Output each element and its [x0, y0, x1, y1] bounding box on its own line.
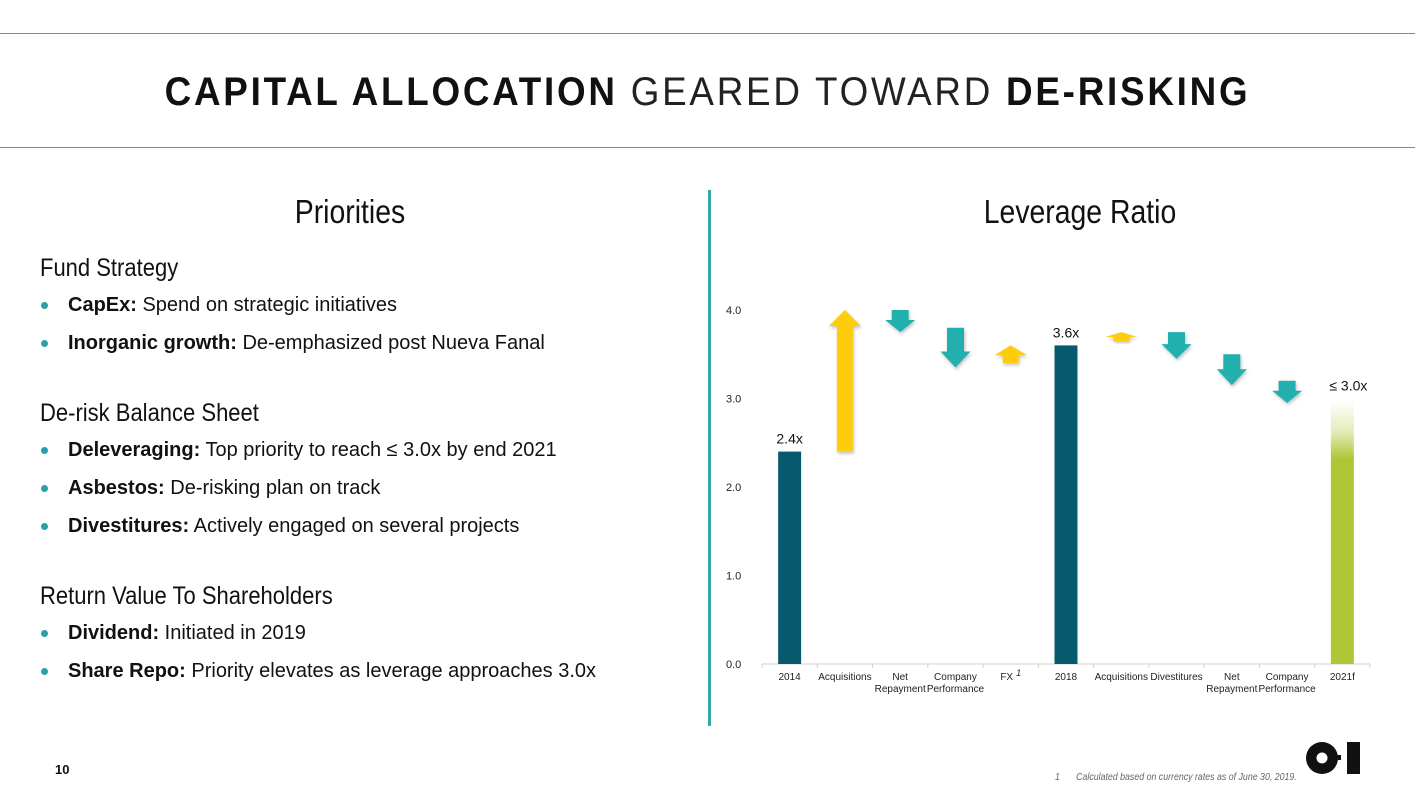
section-return-value: Return Value To Shareholders Dividend: I… [40, 578, 690, 690]
x-category-label: Net [1224, 672, 1240, 683]
list-item: Inorganic growth: De-emphasized post Nue… [40, 324, 690, 362]
decrease-arrow [885, 310, 916, 333]
decrease-arrow [1161, 332, 1192, 359]
section-de-risk-balance-sheet: De-risk Balance Sheet Deleveraging: Top … [40, 395, 690, 545]
priorities-panel: Fund Strategy CapEx: Spend on strategic … [40, 250, 690, 690]
list-item: Divestitures: Actively engaged on severa… [40, 507, 690, 545]
o-i-logo [1306, 742, 1360, 774]
item-label: Inorganic growth: [68, 332, 237, 354]
section-fund-strategy: Fund Strategy CapEx: Spend on strategic … [40, 250, 690, 362]
item-text: Priority elevates as leverage approaches… [185, 660, 597, 682]
bar-value-label: 3.6x [1053, 324, 1079, 340]
x-category-label: 2018 [1055, 672, 1078, 683]
bullet-icon [41, 630, 48, 637]
y-tick-label: 1.0 [726, 571, 741, 583]
item-label: CapEx: [68, 294, 137, 316]
list-item: CapEx: Spend on strategic initiatives [40, 286, 690, 324]
increase-arrow [1105, 332, 1138, 341]
bar-value-label: 2.4x [776, 431, 802, 447]
list-item: Dividend: Initiated in 2019 [40, 614, 690, 652]
footnote-number: 1 [1055, 772, 1060, 783]
bullet-icon [41, 485, 48, 492]
total-bar [1054, 345, 1078, 664]
bullet-icon [41, 447, 48, 454]
x-category-label: Repayment [875, 684, 926, 695]
increase-arrow [828, 310, 861, 452]
list-item: Share Repo: Priority elevates as leverag… [40, 652, 690, 690]
decrease-arrow [940, 327, 971, 368]
title-part-3: DE-RISKING [1006, 70, 1251, 114]
x-category-label: Performance [927, 684, 985, 695]
priorities-title: Priorities [294, 193, 406, 230]
header-top-rule [0, 33, 1415, 34]
footnote-text: Calculated based on currency rates as of… [1076, 772, 1297, 783]
x-category-label: Divestitures [1150, 672, 1202, 683]
item-text: De-risking plan on track [164, 477, 381, 499]
item-label: Asbestos: [68, 477, 165, 499]
footnote-marker: 1 [1016, 668, 1021, 678]
header-bottom-rule [0, 147, 1415, 148]
bullet-icon [41, 340, 48, 347]
x-category-label: Repayment [1206, 684, 1257, 695]
bullet-icon [41, 523, 48, 530]
section-heading: Fund Strategy [40, 254, 179, 282]
list-item: Deleveraging: Top priority to reach ≤ 3.… [40, 431, 690, 469]
column-divider [708, 190, 711, 726]
item-label: Dividend: [68, 622, 160, 644]
x-category-label: Acquisitions [1095, 672, 1148, 683]
item-text: Actively engaged on several projects [189, 515, 520, 537]
x-category-label: 2021f [1330, 672, 1355, 683]
item-text: Spend on strategic initiatives [136, 294, 398, 316]
y-tick-label: 3.0 [726, 394, 741, 406]
target-bar [1330, 400, 1354, 664]
x-category-label: Net [892, 672, 908, 683]
item-text: Top priority to reach ≤ 3.0x by end 2021 [200, 439, 557, 461]
y-tick-label: 0.0 [726, 659, 741, 671]
x-category-label: Performance [1258, 684, 1316, 695]
item-label: Deleveraging: [68, 439, 201, 461]
title-part-2: GEARED TOWARD [617, 70, 1007, 114]
bullet-icon [41, 668, 48, 675]
x-category-label: Company [1266, 672, 1309, 683]
increase-arrow [994, 345, 1027, 364]
list-item: Asbestos: De-risking plan on track [40, 469, 690, 507]
bullet-icon [41, 302, 48, 309]
x-category-label: Acquisitions [818, 672, 871, 683]
page-number: 10 [55, 762, 70, 777]
leverage-ratio-title: Leverage Ratio [983, 193, 1177, 230]
slide-title: CAPITAL ALLOCATION GEARED TOWARD DE-RISK… [57, 70, 1359, 115]
title-part-1: CAPITAL ALLOCATION [164, 70, 618, 114]
y-tick-label: 2.0 [726, 482, 741, 494]
item-text: De-emphasized post Nueva Fanal [236, 332, 545, 354]
x-category-label: 2014 [779, 672, 802, 683]
decrease-arrow [1216, 354, 1247, 386]
item-label: Divestitures: [68, 515, 190, 537]
y-tick-label: 4.0 [726, 305, 741, 317]
total-bar [778, 451, 802, 664]
marks-group: 2.4x 3.6x ≤ 3.0x [776, 310, 1367, 664]
item-label: Share Repo: [68, 660, 186, 682]
bar-value-label: ≤ 3.0x [1329, 378, 1367, 394]
section-heading: De-risk Balance Sheet [40, 399, 259, 427]
decrease-arrow [1272, 380, 1303, 403]
section-heading: Return Value To Shareholders [40, 582, 333, 610]
x-category-label: FX 1 [1000, 668, 1021, 683]
item-text: Initiated in 2019 [159, 622, 306, 644]
x-category-label: Company [934, 672, 977, 683]
footnote: 1 Calculated based on currency rates as o… [1055, 772, 1297, 783]
